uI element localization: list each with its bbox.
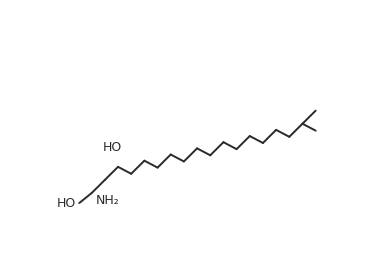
Text: NH₂: NH₂: [96, 194, 120, 207]
Text: HO: HO: [103, 141, 122, 154]
Text: HO: HO: [57, 197, 76, 210]
